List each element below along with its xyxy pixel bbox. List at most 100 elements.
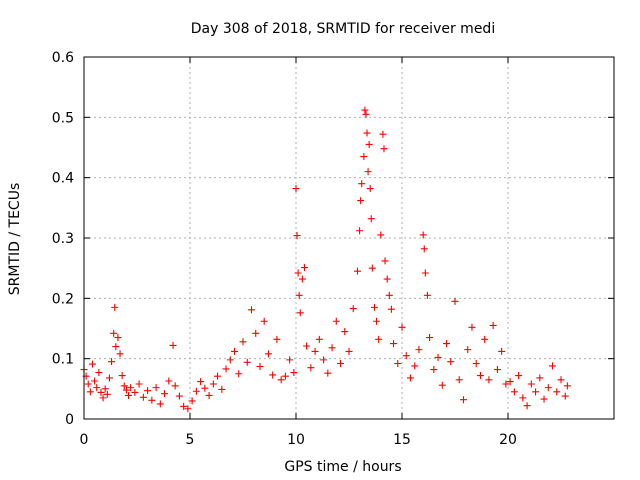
axis-ticks: 0 0.1 0.2 0.3 0.4 0.5 0.6 0 5 10 15 20 <box>52 50 614 448</box>
data-point-marker <box>205 391 213 399</box>
data-point-marker <box>303 342 311 350</box>
data-point-marker <box>260 317 268 325</box>
data-point-marker <box>421 269 429 277</box>
data-point-marker <box>353 267 361 275</box>
x-tick-label: 0 <box>80 432 89 448</box>
y-tick-label: 0 <box>65 412 74 428</box>
y-axis-label: SRMTID / TECUs <box>7 183 23 296</box>
data-point-marker <box>201 384 209 392</box>
data-point-marker <box>125 391 133 399</box>
data-point-marker <box>383 275 391 283</box>
data-point-marker <box>451 297 459 305</box>
data-point-marker <box>226 356 234 364</box>
data-point-marker <box>264 350 272 358</box>
data-point-marker <box>144 387 152 395</box>
data-point-marker <box>243 358 251 366</box>
data-point-marker <box>239 338 247 346</box>
data-point-marker <box>472 359 480 367</box>
data-point-marker <box>361 106 369 114</box>
data-point-marker <box>156 400 164 408</box>
data-point-marker <box>385 291 393 299</box>
data-point-marker <box>366 185 374 193</box>
data-point-marker <box>148 396 156 404</box>
x-tick-label: 20 <box>499 432 517 448</box>
data-point-marker <box>99 394 107 402</box>
data-point-marker <box>171 382 179 390</box>
x-tick-label: 10 <box>287 432 305 448</box>
data-point-marker <box>88 360 96 368</box>
data-point-marker <box>544 384 552 392</box>
x-tick-label: 5 <box>186 432 195 448</box>
data-point-marker <box>110 329 118 337</box>
data-point-marker <box>527 380 535 388</box>
data-point-marker <box>481 335 489 343</box>
data-point-marker <box>364 168 372 176</box>
data-point-marker <box>231 347 239 355</box>
data-point-marker <box>112 343 120 351</box>
data-point-marker <box>430 366 438 374</box>
data-point-marker <box>536 374 544 382</box>
data-point-marker <box>332 317 340 325</box>
data-point-marker <box>295 291 303 299</box>
data-point-marker <box>209 380 217 388</box>
data-point-marker <box>127 384 135 392</box>
data-point-marker <box>373 317 381 325</box>
data-point-marker <box>381 257 389 265</box>
data-point-marker <box>540 395 548 403</box>
data-point-marker <box>357 197 365 205</box>
data-point-marker <box>485 376 493 384</box>
data-point-marker <box>515 372 523 380</box>
grid-lines <box>84 57 614 419</box>
data-point-marker <box>97 388 105 396</box>
data-point-marker <box>498 347 506 355</box>
data-point-marker <box>197 378 205 386</box>
data-point-marker <box>519 394 527 402</box>
data-point-marker <box>377 231 385 239</box>
data-point-marker <box>438 381 446 389</box>
data-point-marker <box>493 366 501 374</box>
data-point-marker <box>549 362 557 370</box>
data-point-marker <box>341 328 349 336</box>
data-point-marker <box>122 386 130 394</box>
data-point-marker <box>292 185 300 193</box>
data-point-marker <box>557 376 565 384</box>
data-point-marker <box>84 380 92 388</box>
data-point-marker <box>394 359 402 367</box>
data-point-marker <box>175 392 183 400</box>
data-point-marker <box>358 180 366 188</box>
data-point-marker <box>214 372 222 380</box>
data-point-marker <box>184 405 192 413</box>
data-point-marker <box>152 384 160 392</box>
data-point-marker <box>235 370 243 378</box>
data-point-marker <box>365 140 373 148</box>
data-point-marker <box>188 397 196 405</box>
data-point-marker <box>286 356 294 364</box>
data-point-marker <box>315 335 323 343</box>
data-point-marker <box>93 384 101 392</box>
data-point-marker <box>356 227 364 235</box>
data-point-marker <box>161 390 169 398</box>
data-point-marker <box>169 341 177 349</box>
data-point-marker <box>165 377 173 385</box>
data-point-marker <box>420 245 428 253</box>
data-point-marker <box>91 377 99 385</box>
data-point-marker <box>476 372 484 380</box>
data-point-marker <box>553 388 561 396</box>
data-point-marker <box>406 374 414 382</box>
plot-area-frame <box>83 56 615 420</box>
x-tick-label: 15 <box>393 432 411 448</box>
data-point-marker <box>328 344 336 352</box>
data-point-marker <box>426 334 434 342</box>
data-point-marker <box>379 130 387 138</box>
data-point-marker <box>447 358 455 366</box>
data-point-marker <box>398 323 406 331</box>
y-tick-label: 0.1 <box>52 352 74 368</box>
data-point-marker <box>273 335 281 343</box>
data-point-marker <box>114 334 122 342</box>
data-point-marker <box>118 372 126 380</box>
y-tick-label: 0.5 <box>52 110 74 126</box>
data-point-marker <box>345 347 353 355</box>
data-point-marker <box>532 388 540 396</box>
data-point-marker <box>218 385 226 393</box>
